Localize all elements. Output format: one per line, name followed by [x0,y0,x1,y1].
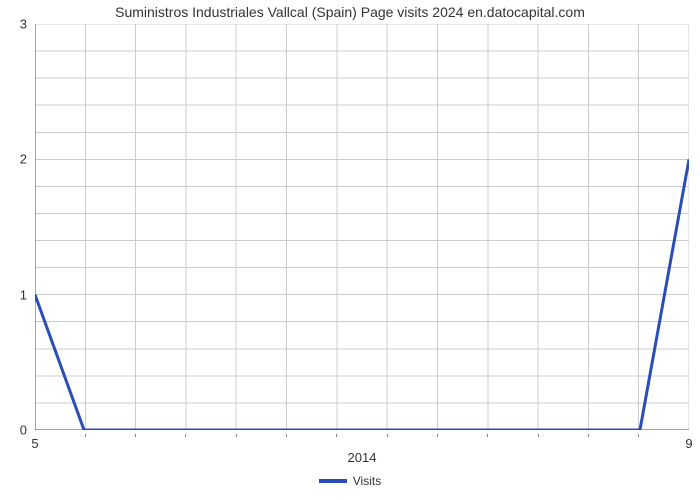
legend-label: Visits [353,474,381,488]
x-minor-tick [85,434,86,437]
x-sub-label: 2014 [348,450,377,465]
chart-svg [35,24,689,430]
x-minor-tick [387,434,388,437]
x-tick-label: 9 [685,430,692,451]
y-tick-label: 1 [20,287,35,302]
x-minor-tick [538,434,539,437]
y-tick-label: 2 [20,152,35,167]
chart-title: Suministros Industriales Vallcal (Spain)… [0,4,700,20]
x-minor-tick [135,434,136,437]
legend: Visits [0,472,700,488]
x-minor-tick [487,434,488,437]
chart-container: Suministros Industriales Vallcal (Spain)… [0,0,700,500]
y-tick-label: 3 [20,17,35,32]
x-tick-label: 5 [31,430,38,451]
legend-item-visits: Visits [319,474,381,488]
x-minor-tick [437,434,438,437]
x-minor-tick [336,434,337,437]
x-minor-tick [185,434,186,437]
legend-swatch [319,479,347,483]
x-minor-tick [638,434,639,437]
plot-area: 0123592014 [35,24,689,430]
x-minor-tick [286,434,287,437]
x-minor-tick [588,434,589,437]
x-minor-tick [236,434,237,437]
